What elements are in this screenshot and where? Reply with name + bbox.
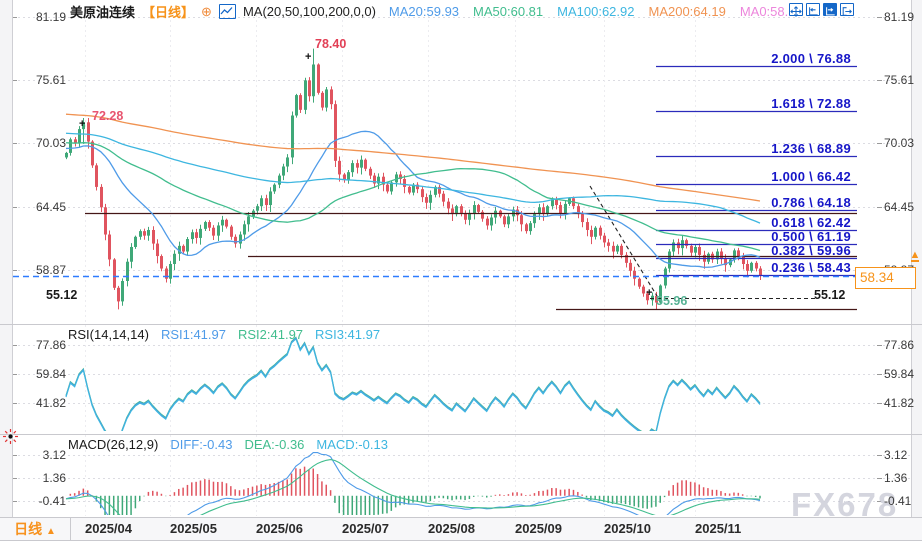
rsi-value-0: RSI1:41.97 xyxy=(160,327,226,342)
axis-label: 70.03 xyxy=(35,136,66,151)
cross-marker: + xyxy=(646,287,653,299)
chart-settings-icon[interactable] xyxy=(218,4,236,19)
axis-label: 77.86 xyxy=(884,338,915,352)
chevron-up-icon: ▲ xyxy=(45,526,56,537)
fib-label-0: 2.000 \ 76.88 xyxy=(771,50,851,66)
symbol-name: 美原油连续 xyxy=(70,5,136,20)
chart-toolbar xyxy=(789,3,854,17)
axis-label: 64.45 xyxy=(35,199,66,214)
rsi-value-1: RSI2:41.97 xyxy=(237,327,304,342)
month-label-7: 2025/11 xyxy=(695,521,742,536)
fib-label-6: 0.500 \ 61.19 xyxy=(771,228,851,244)
axis-label: 77.86 xyxy=(35,338,66,352)
fib-label-2: 1.236 \ 68.89 xyxy=(771,141,851,157)
axis-label: 1.36 xyxy=(884,470,908,485)
cross-marker: + xyxy=(305,51,312,63)
month-label-6: 2025/10 xyxy=(604,521,651,536)
macd-header: MACD(26,12,9) DIFF:-0.43 DEA:-0.36 MACD:-0… xyxy=(68,437,388,452)
fib-label-3: 1.000 \ 66.42 xyxy=(771,169,851,185)
rsi-header: RSI(14,14,14) RSI1:41.97 RSI2:41.97 RSI3:4… xyxy=(68,327,380,342)
month-label-1: 2025/05 xyxy=(170,521,217,536)
month-label-4: 2025/08 xyxy=(428,521,475,536)
add-indicator-icon[interactable]: ⊕ xyxy=(201,3,212,19)
axis-label: 75.61 xyxy=(884,73,915,88)
fib-label-4: 0.786 \ 64.18 xyxy=(771,194,851,210)
macd-title[interactable]: MACD(26,12,9) xyxy=(68,437,159,452)
month-label-0: 2025/04 xyxy=(85,521,132,536)
up-arrow-icon[interactable]: ▲ xyxy=(909,249,921,262)
axis-label: 75.61 xyxy=(35,73,66,88)
axis-label: 41.82 xyxy=(884,395,915,410)
fib-label-8: 0.236 \ 58.43 xyxy=(771,259,851,275)
ma-settings-label[interactable]: MA(20,50,100,200,0,0) xyxy=(242,4,376,19)
axis-label: 41.82 xyxy=(35,395,66,410)
period-tag: 【日线】 xyxy=(142,5,195,20)
ma-value-0: MA20:59.93 xyxy=(388,4,460,19)
axis-label: 59.84 xyxy=(35,366,66,381)
watermark: FX678 xyxy=(791,486,899,523)
axis-scale-icon[interactable] xyxy=(823,3,837,16)
axis-label: 81.19 xyxy=(35,10,66,24)
rsi-value-2: RSI3:41.97 xyxy=(315,327,381,342)
axis-label: 64.45 xyxy=(884,199,915,214)
price-marker: 55.12 xyxy=(814,288,846,302)
axis-label: 59.84 xyxy=(884,366,915,381)
price-marker: 55.96 xyxy=(656,294,688,308)
price-marker: 55.12 xyxy=(46,288,78,302)
axis-pan-icon[interactable] xyxy=(806,3,820,16)
axis-label: 58.87 xyxy=(35,262,66,277)
month-label-5: 2025/09 xyxy=(515,521,562,536)
ma-values-list: MA20:59.93 MA50:60.81 MA100:62.92 MA200:64.… xyxy=(389,4,796,19)
axis-label: -0.41 xyxy=(38,494,66,509)
ma-value-1: MA50:60.81 xyxy=(473,4,544,19)
period-label: 日线 xyxy=(14,521,43,537)
ma-value-4: MA0:58.3 xyxy=(739,4,796,19)
period-selector[interactable]: 日线 ▲ xyxy=(0,518,71,540)
price-marker: 72.28 xyxy=(92,109,124,123)
ma-value-3: MA200:64.19 xyxy=(648,4,726,19)
axis-label: 70.03 xyxy=(884,136,915,151)
macd-value-1: DEA:-0.36 xyxy=(244,437,305,452)
last-price-box: 58.34 xyxy=(855,267,916,289)
live-indicator-icon xyxy=(2,428,19,450)
move-icon[interactable] xyxy=(789,3,803,17)
macd-value-2: MACD:-0.13 xyxy=(316,437,388,452)
axis-label: 1.36 xyxy=(42,470,66,485)
cross-marker: + xyxy=(79,118,86,130)
axis-label: 3.12 xyxy=(42,448,66,462)
price-marker: 78.40 xyxy=(315,37,347,51)
ma-value-2: MA100:62.92 xyxy=(557,4,635,19)
chart-header: 美原油连续 【日线】 ⊕ MA(20,50,100,200,0,0) MA20:… xyxy=(70,2,795,21)
month-label-3: 2025/07 xyxy=(342,521,389,536)
rsi-title[interactable]: RSI(14,14,14) xyxy=(68,327,149,342)
fib-label-7: 0.382 \ 59.96 xyxy=(771,242,851,258)
axis-label: -0.41 xyxy=(884,494,912,509)
axis-label: 81.19 xyxy=(884,10,915,24)
exit-fullscreen-icon[interactable] xyxy=(840,3,854,16)
fib-label-1: 1.618 \ 72.88 xyxy=(771,96,851,112)
month-label-2: 2025/06 xyxy=(256,521,303,536)
axis-label: 3.12 xyxy=(884,448,908,462)
time-axis-bar: 日线 ▲ 2025/04 2025/05 2025/06 2025/07 2025/08… xyxy=(0,517,922,541)
macd-value-0: DIFF:-0.43 xyxy=(170,437,233,452)
fib-label-5: 0.618 \ 62.42 xyxy=(771,214,851,230)
